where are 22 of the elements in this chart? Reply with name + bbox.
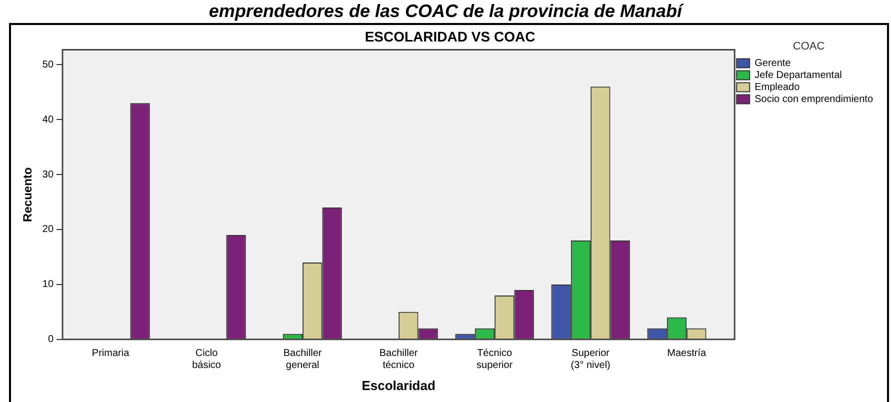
legend-label: Gerente — [754, 58, 792, 69]
x-axis-title: Escolaridad — [362, 378, 436, 393]
x-tick-label: Ciclo básico — [192, 348, 222, 372]
y-tick-label: 50 — [42, 59, 54, 70]
text: emprendedores de las COAC de la provincia de Manabí — [208, 0, 685, 22]
legend-label: Jefe Departamental — [754, 70, 842, 81]
chart-title: ESCOLARIDAD VS COAC — [364, 28, 536, 44]
y-axis-title: Recuento — [20, 167, 35, 222]
legend-label: Socio con emprendimiento — [754, 94, 874, 105]
legend-title: COAC — [792, 40, 825, 53]
x-tick-label: Maestría — [667, 348, 706, 360]
y-tick-label: 0 — [48, 334, 54, 346]
x-tick-label: Técnico superior — [476, 348, 514, 372]
y-tick-label: 40 — [42, 114, 54, 126]
x-tick-label: Superior (3° nivel) — [570, 348, 610, 372]
x-tick-label: Bachiller general — [283, 348, 322, 372]
y-tick-label: 10 — [42, 279, 54, 290]
x-tick-label: Primaria — [92, 348, 130, 360]
y-tick-label: 20 — [42, 224, 54, 236]
legend-label: Empleado — [754, 82, 800, 93]
y-tick-label: 30 — [42, 169, 54, 180]
x-tick-label: Bachiller técnico — [379, 348, 418, 372]
